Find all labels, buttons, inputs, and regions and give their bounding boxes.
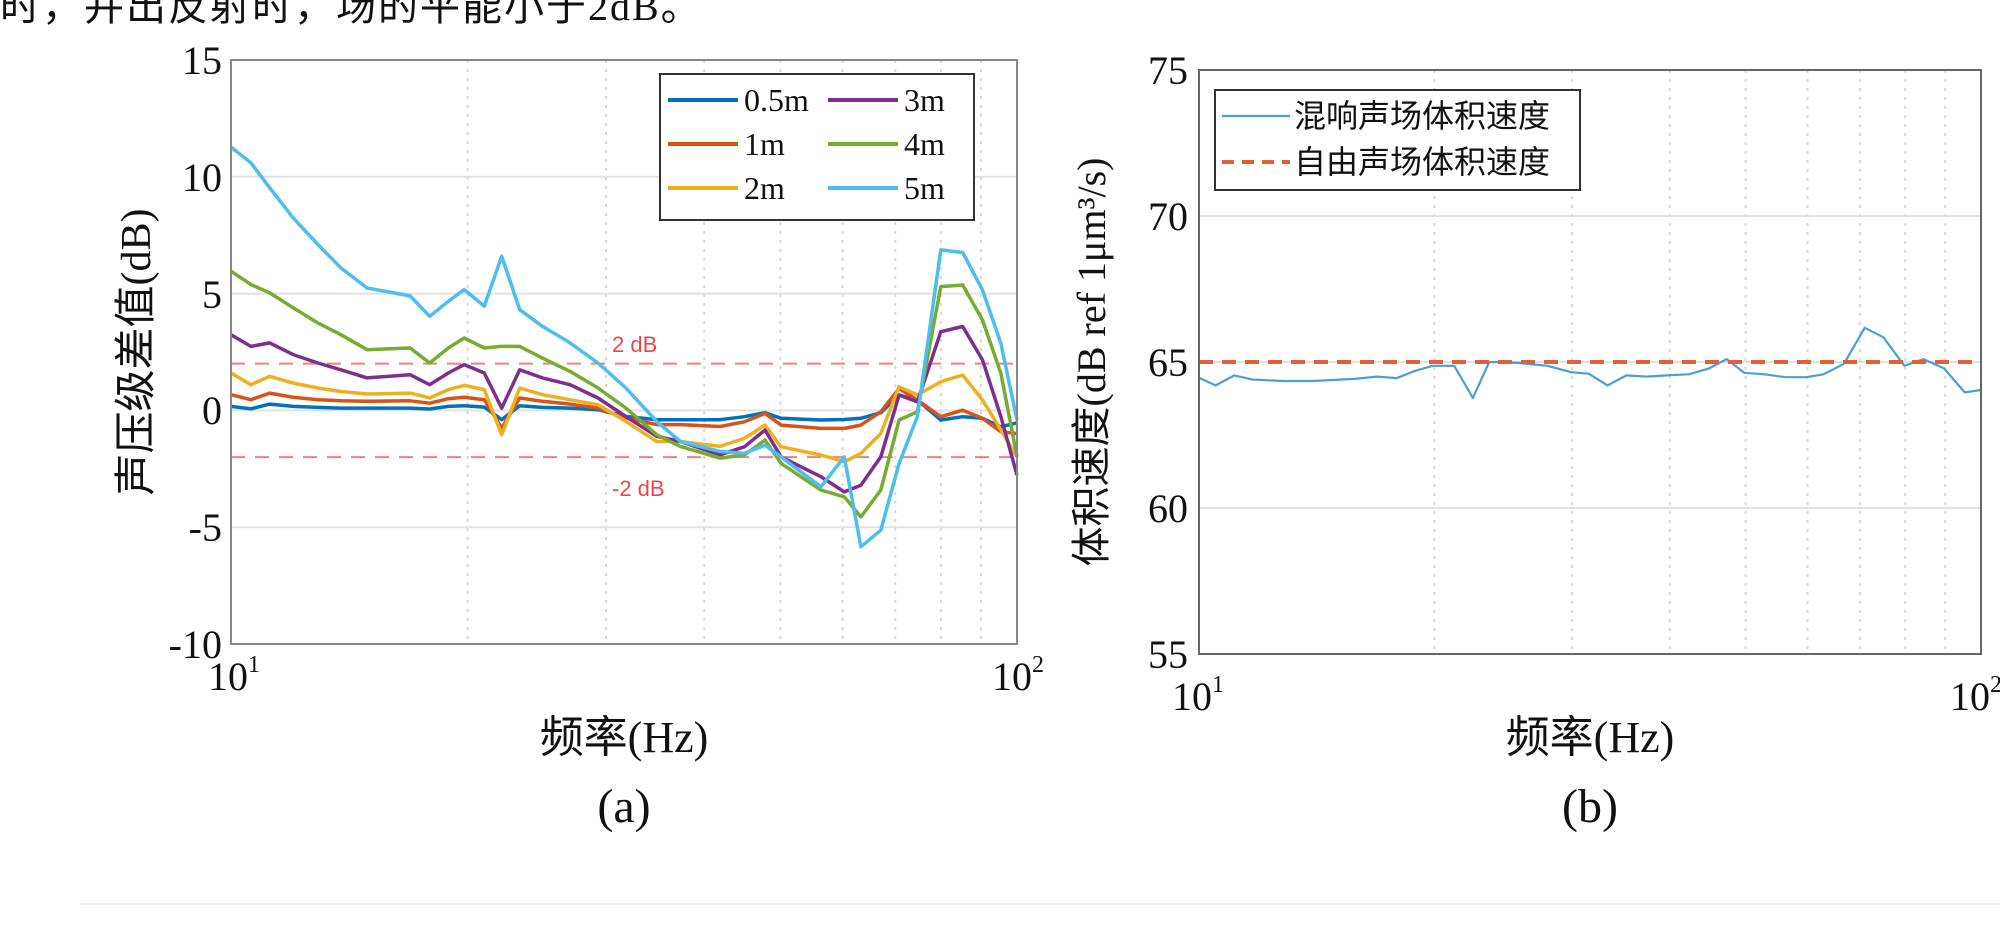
legend-label: 0.5m — [744, 82, 809, 118]
ytick-label: 55 — [1148, 632, 1188, 677]
ytick-label: 10 — [182, 155, 222, 200]
chart-a-axes-box — [230, 59, 1018, 645]
chart-a-legend: 0.5m 1m 2m 3m 4m 5m — [659, 73, 975, 221]
series-line-5m — [229, 145, 1019, 549]
chart-b-series — [1198, 326, 1982, 399]
series-line-混响声场体积速度 — [1198, 326, 1982, 399]
legend-label: 3m — [904, 82, 945, 118]
chart-a-xlabel: 频率(Hz) — [540, 713, 709, 762]
chart-b-axes-box — [1198, 69, 1982, 655]
ref-label-plus2: 2 dB — [612, 332, 657, 357]
xtick-label-10: 101 — [1172, 672, 1224, 719]
chart-a-series — [229, 145, 1019, 549]
ytick-label: 65 — [1148, 340, 1188, 385]
xtick-label-10: 101 — [208, 652, 260, 699]
chart-b: 75 70 65 60 55 101 102 频率(Hz) (b) 体积速度(d… — [1069, 48, 2000, 833]
legend-label: 混响声场体积速度 — [1294, 98, 1550, 134]
legend-label: 2m — [744, 170, 785, 206]
chart-b-panel-label: (b) — [1562, 780, 1618, 833]
series-line-4m — [230, 269, 1019, 519]
ytick-label: 60 — [1148, 486, 1188, 531]
ytick-label: -5 — [189, 505, 222, 550]
ytick-label: 0 — [202, 388, 222, 433]
series-line-2m — [230, 371, 1019, 464]
legend-label: 5m — [904, 170, 945, 206]
chart-a-ylabel: 声压级差值(dB) — [114, 209, 160, 496]
ytick-label: 5 — [202, 272, 222, 317]
series-line-3m — [230, 324, 1019, 494]
chart-b-xlabel: 频率(Hz) — [1506, 713, 1675, 762]
xtick-label-100: 102 — [1950, 672, 2000, 719]
chart-a-panel-label: (a) — [597, 780, 650, 833]
chart-a: 2 dB -2 dB 15 10 5 0 -5 -10 101 102 频率(H… — [114, 38, 1044, 833]
chart-a-reference-lines: 2 dB -2 dB — [231, 332, 1017, 501]
legend-label: 4m — [904, 126, 945, 162]
caption-text-fragment: 时，并出反射时，场的平能小于2dB。 — [0, 0, 703, 29]
ytick-label: 15 — [182, 38, 222, 83]
ref-label-minus2: -2 dB — [612, 476, 665, 501]
chart-b-y-ticks: 75 70 65 60 55 — [1148, 48, 1188, 677]
chart-b-ylabel: 体积速度(dB ref 1μm³/s) — [1069, 158, 1114, 567]
legend-label: 1m — [744, 126, 785, 162]
xtick-label-100: 102 — [992, 652, 1044, 699]
chart-a-y-ticks: 15 10 5 0 -5 -10 — [169, 38, 222, 667]
ytick-label: 70 — [1148, 194, 1188, 239]
ytick-label: -10 — [169, 622, 222, 667]
legend-label: 自由声场体积速度 — [1294, 144, 1550, 180]
ytick-label: 75 — [1148, 48, 1188, 93]
